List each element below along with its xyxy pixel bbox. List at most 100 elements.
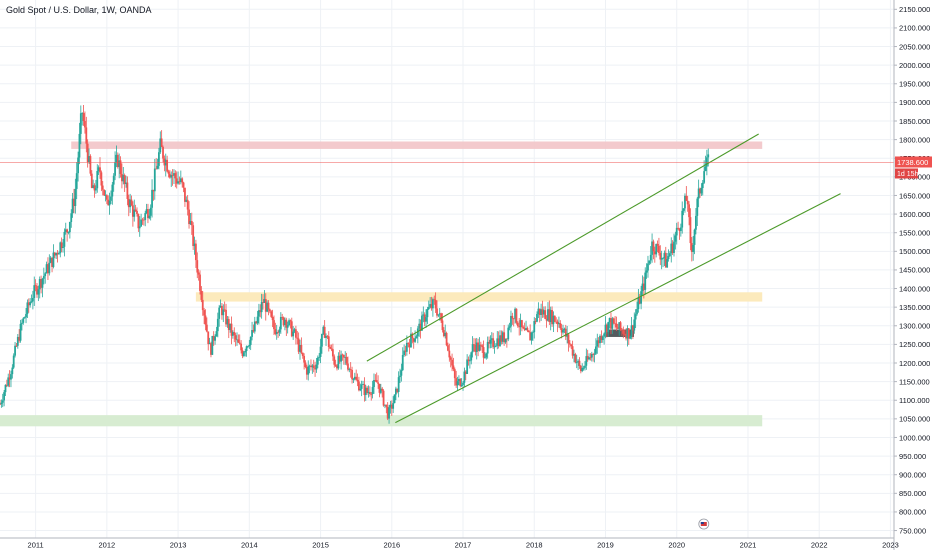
- candle-down: [331, 349, 334, 357]
- channel-upper-trendline: [366, 133, 759, 362]
- candle-up: [248, 344, 251, 347]
- candle-up: [236, 339, 238, 341]
- candle-up: [156, 165, 159, 169]
- candle-down: [290, 321, 293, 337]
- candle-down: [255, 321, 258, 324]
- candle-up: [112, 175, 115, 185]
- candle-up: [585, 356, 588, 366]
- candle-down: [201, 299, 204, 311]
- candle-down: [592, 354, 595, 355]
- candle-down: [511, 315, 514, 319]
- candle-down: [334, 364, 337, 366]
- candle-down: [678, 228, 681, 232]
- x-tick-label: 2022: [811, 541, 828, 550]
- y-tick-label: 1500.000: [899, 247, 930, 256]
- y-tick-label: 1850.000: [899, 117, 930, 126]
- candle-down: [677, 227, 680, 229]
- candle-up: [279, 316, 282, 330]
- candle-up: [462, 382, 464, 385]
- candle-up: [129, 199, 132, 208]
- candle-up: [495, 345, 497, 347]
- candle-up: [401, 355, 404, 371]
- candle-up: [547, 309, 549, 321]
- candle-up: [595, 346, 597, 354]
- candle-down: [60, 242, 63, 248]
- candle-down: [455, 378, 458, 386]
- candle-up: [10, 374, 12, 380]
- candle-down: [5, 384, 8, 386]
- candle-up: [185, 199, 188, 202]
- candle-up: [62, 246, 64, 248]
- candle-down: [204, 315, 207, 325]
- candle-down: [500, 335, 503, 342]
- candle-down: [452, 365, 455, 370]
- candle-down: [136, 211, 138, 214]
- candle-down: [197, 272, 200, 275]
- candle-down: [289, 320, 292, 322]
- candle-up: [263, 298, 266, 303]
- candle-up: [70, 213, 73, 223]
- candle-down: [296, 337, 299, 339]
- candle-down: [479, 344, 482, 346]
- candle-up: [337, 355, 340, 369]
- candle-up: [373, 380, 375, 388]
- candle-down: [605, 324, 608, 333]
- candle-up: [0, 402, 3, 405]
- candle-up: [211, 335, 214, 355]
- candle-down: [342, 354, 345, 358]
- candle-up: [593, 353, 596, 355]
- candle-up: [177, 181, 179, 184]
- candle-down: [492, 338, 495, 347]
- candle-down: [526, 328, 529, 331]
- candle-down: [192, 225, 195, 247]
- candle-up: [78, 133, 81, 158]
- candle-up: [45, 264, 48, 274]
- candle-up: [501, 332, 504, 342]
- candle-down: [521, 320, 523, 328]
- candle-up: [251, 330, 253, 337]
- candle-down: [419, 323, 422, 331]
- candle-up: [634, 314, 637, 320]
- candle-down: [686, 200, 689, 205]
- candle-down: [141, 219, 144, 221]
- candle-up: [397, 377, 400, 392]
- candle-up: [23, 317, 26, 319]
- candle-up: [395, 388, 397, 395]
- candle-up: [111, 184, 114, 197]
- candle-up: [159, 138, 162, 153]
- candle-up: [229, 323, 232, 331]
- candle-up: [405, 342, 408, 352]
- candle-down: [171, 175, 174, 176]
- candle-up: [151, 189, 153, 208]
- candle-up: [278, 329, 281, 333]
- candle-up: [463, 371, 466, 383]
- candle-down: [578, 360, 581, 366]
- candle-up: [682, 208, 685, 211]
- candle-down: [556, 321, 559, 325]
- candlestick-series: [0, 105, 710, 424]
- candle-down: [551, 310, 553, 325]
- candle-down: [300, 345, 303, 353]
- candle-down: [199, 274, 201, 291]
- candle-down: [349, 369, 352, 371]
- y-tick-label: 1300.000: [899, 322, 930, 331]
- candle-down: [370, 394, 373, 395]
- candle-up: [318, 357, 321, 358]
- candle-up: [700, 188, 703, 194]
- candle-up: [496, 338, 499, 346]
- candle-up: [140, 219, 143, 227]
- candle-up: [536, 314, 538, 322]
- candle-down: [127, 198, 130, 208]
- candle-down: [600, 335, 603, 340]
- candle-down: [638, 297, 641, 304]
- candle-up: [299, 345, 301, 352]
- candle-down: [567, 334, 570, 344]
- candle-up: [96, 171, 99, 189]
- candle-up: [696, 198, 699, 216]
- candle-down: [505, 338, 508, 340]
- candle-down: [589, 357, 592, 359]
- candle-down: [130, 199, 133, 206]
- candle-up: [173, 173, 175, 176]
- candle-down: [105, 195, 108, 200]
